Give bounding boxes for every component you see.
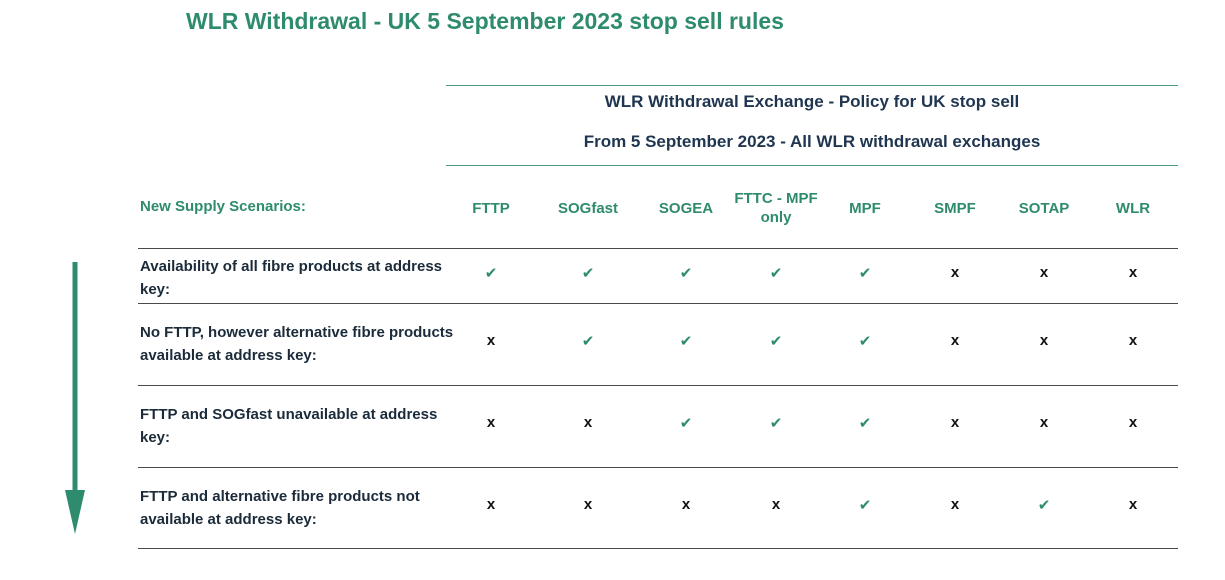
check-icon: ✔: [858, 415, 872, 432]
check-icon: ✔: [769, 333, 783, 350]
check-icon: ✔: [769, 415, 783, 432]
column-header: WLR: [1115, 199, 1151, 217]
policy-subheading: From 5 September 2023 - All WLR withdraw…: [583, 132, 1041, 151]
x-mark: x: [1039, 264, 1049, 281]
row-divider: [138, 467, 1178, 468]
check-icon: ✔: [1037, 497, 1051, 514]
x-mark: x: [486, 496, 496, 513]
x-mark: x: [1128, 414, 1138, 431]
column-header: SMPF: [934, 199, 976, 217]
row-divider: [138, 385, 1178, 386]
scenario-label: FTTP and alternative fibre products not …: [140, 488, 420, 528]
page-title: WLR Withdrawal - UK 5 September 2023 sto…: [186, 8, 784, 34]
x-mark: x: [486, 414, 496, 431]
policy-bottom-rule: [446, 165, 1178, 166]
scenario-label: Availability of all fibre products at ad…: [140, 258, 443, 298]
check-icon: ✔: [769, 265, 783, 282]
check-icon: ✔: [581, 333, 595, 350]
x-mark: x: [681, 496, 691, 513]
row-divider: [138, 303, 1178, 304]
column-header: FTTP: [472, 199, 510, 217]
x-mark: x: [771, 496, 781, 513]
column-header: SOGEA: [658, 199, 714, 217]
check-icon: ✔: [484, 265, 498, 282]
check-icon: ✔: [679, 415, 693, 432]
scenario-label: No FTTP, however alternative fibre produ…: [140, 324, 454, 364]
x-mark: x: [950, 264, 960, 281]
check-icon: ✔: [858, 497, 872, 514]
x-mark: x: [950, 332, 960, 349]
x-mark: x: [1128, 264, 1138, 281]
policy-top-rule: [446, 85, 1178, 86]
x-mark: x: [583, 496, 593, 513]
policy-heading: WLR Withdrawal Exchange - Policy for UK …: [604, 92, 1020, 111]
check-icon: ✔: [858, 333, 872, 350]
x-mark: x: [1039, 414, 1049, 431]
x-mark: x: [950, 414, 960, 431]
x-mark: x: [1128, 332, 1138, 349]
check-icon: ✔: [858, 265, 872, 282]
row-divider: [138, 248, 1178, 249]
down-arrow-icon: [65, 262, 85, 534]
scenario-label: FTTP and SOGfast unavailable at address …: [140, 406, 438, 446]
column-header: FTTC - MPF only: [734, 190, 818, 226]
row-divider: [138, 548, 1178, 549]
column-header: SOTAP: [1018, 199, 1070, 217]
scenario-column-header: New Supply Scenarios:: [140, 198, 306, 215]
check-icon: ✔: [679, 265, 693, 282]
x-mark: x: [1128, 496, 1138, 513]
x-mark: x: [486, 332, 496, 349]
x-mark: x: [583, 414, 593, 431]
column-header: MPF: [849, 199, 881, 217]
column-header: SOGfast: [557, 199, 618, 217]
check-icon: ✔: [679, 333, 693, 350]
check-icon: ✔: [581, 265, 595, 282]
x-mark: x: [1039, 332, 1049, 349]
x-mark: x: [950, 496, 960, 513]
